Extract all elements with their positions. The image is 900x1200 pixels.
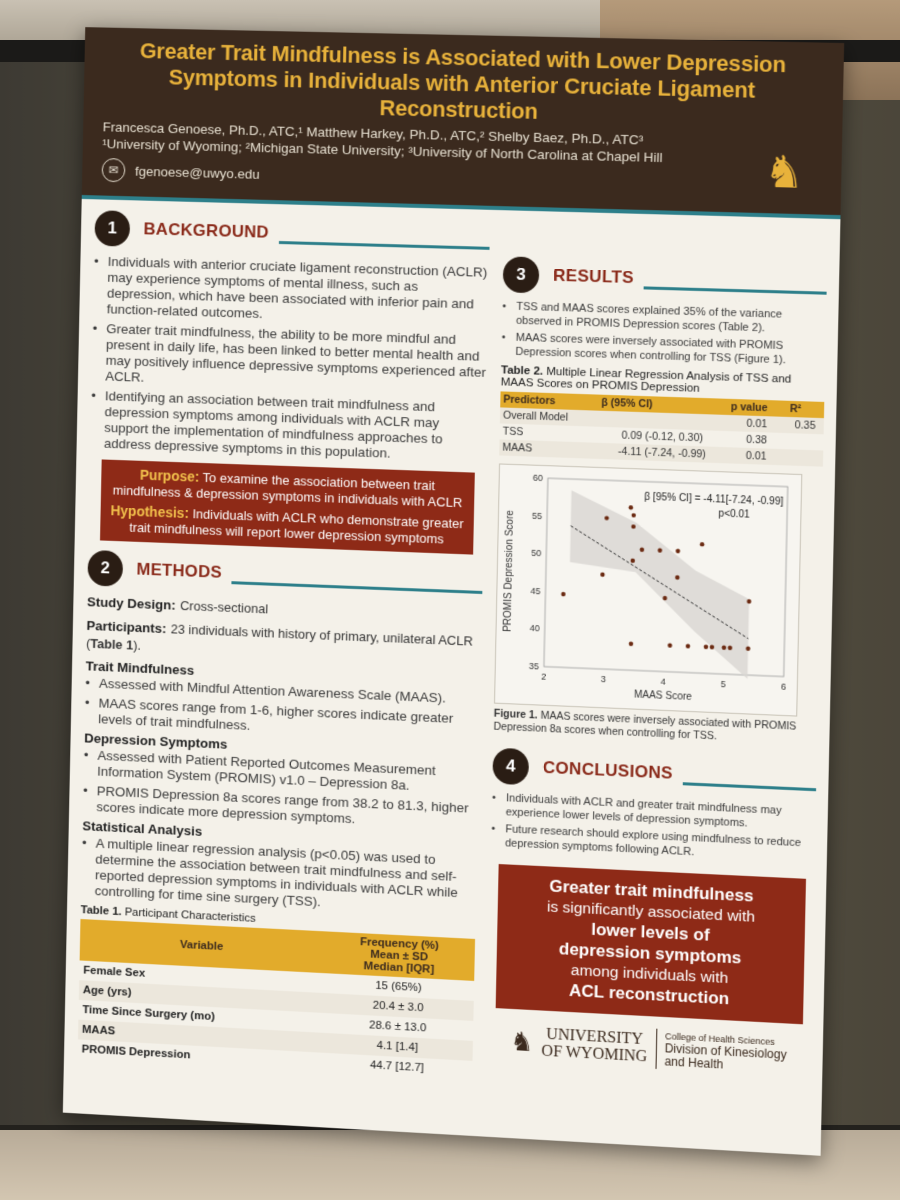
- footer-divider: [655, 1028, 658, 1069]
- background-bullets: Individuals with anterior cruciate ligam…: [90, 254, 489, 465]
- results-bullets: TSS and MAAS scores explained 35% of the…: [501, 300, 826, 368]
- section-number: 3: [502, 256, 540, 294]
- regression-table: Predictors β (95% CI) p value R² Overall…: [499, 391, 825, 467]
- right-column: 3 RESULTS TSS and MAAS scores explained …: [487, 256, 828, 1077]
- conclusion-bullets: Individuals with ACLR and greater trait …: [491, 792, 816, 865]
- x-tick-label: 5: [721, 679, 726, 689]
- section-rule: [231, 580, 483, 594]
- poster-title: Greater Trait Mindfulness is Associated …: [139, 38, 787, 124]
- x-tick-label: 3: [601, 674, 606, 684]
- section-title: CONCLUSIONS: [542, 757, 673, 783]
- y-tick-label: 40: [530, 623, 540, 633]
- section-rule: [643, 285, 827, 295]
- purpose-box: Purpose: To examine the association betw…: [100, 459, 475, 555]
- table-header: p value: [727, 398, 788, 417]
- x-axis-label: MAAS Score: [634, 689, 693, 703]
- section-title: METHODS: [136, 559, 223, 582]
- email-icon: ✉: [101, 157, 126, 183]
- section-title: RESULTS: [552, 265, 635, 288]
- x-tick-label: 2: [541, 671, 546, 681]
- section-number: 4: [492, 747, 530, 786]
- purpose-label: Purpose:: [139, 466, 200, 485]
- conclusions-header: 4 CONCLUSIONS: [492, 747, 817, 799]
- bucking-horse-logo-icon: ♞: [763, 147, 805, 198]
- y-tick-label: 35: [529, 661, 539, 672]
- section-number: 2: [87, 549, 124, 587]
- x-tick-label: 6: [781, 681, 786, 691]
- results-header: 3 RESULTS: [502, 256, 828, 302]
- annotation-p: p<0.01: [718, 508, 750, 520]
- figure-1-box: 2 3 4 5 6 35 40 45 50 55 60 MAAS Score PROMIS Depres…: [494, 463, 803, 717]
- y-axis-label: PROMIS Depression Score: [502, 509, 516, 632]
- background-header: 1 BACKGROUND: [94, 210, 490, 257]
- section-rule: [278, 240, 490, 250]
- list-item: Individuals with anterior cruciate ligam…: [93, 254, 489, 329]
- horse-logo-icon: ♞: [509, 1025, 534, 1057]
- section-rule: [682, 781, 817, 791]
- confidence-band: [567, 490, 752, 679]
- y-tick-label: 50: [531, 548, 541, 558]
- participant-table: Variable Frequency (%) Mean ± SD Median …: [77, 919, 476, 1081]
- left-column: 1 BACKGROUND Individuals with anterior c…: [77, 210, 491, 1081]
- annotation-beta: β [95% CI] = -4.11[-7.24, -0.99]: [644, 492, 783, 508]
- footer-logos: ♞ UNIVERSITY OF WYOMING College of Healt…: [487, 1020, 811, 1078]
- list-item: Greater trait mindfulness, the ability t…: [92, 321, 488, 397]
- y-tick-label: 60: [533, 473, 543, 483]
- data-point: [561, 591, 566, 597]
- list-item: TSS and MAAS scores explained 35% of the…: [502, 300, 826, 337]
- poster-header: Greater Trait Mindfulness is Associated …: [81, 27, 845, 216]
- list-item: Identifying an association between trait…: [90, 388, 486, 465]
- research-poster: Greater Trait Mindfulness is Associated …: [62, 27, 845, 1156]
- methods-header: 2 METHODS: [87, 549, 483, 601]
- college-name: College of Health Sciences Division of K…: [664, 1030, 787, 1072]
- section-title: BACKGROUND: [143, 219, 270, 242]
- poster-email: fgenoese@uwyo.edu: [134, 163, 260, 182]
- hypothesis-label: Hypothesis:: [110, 502, 190, 522]
- list-item: MAAS scores were inversely associated wi…: [501, 331, 825, 368]
- conclusion-box: Greater trait mindfulness is significant…: [495, 864, 807, 1025]
- section-number: 1: [94, 210, 131, 247]
- y-tick-label: 55: [532, 510, 542, 520]
- university-name: UNIVERSITY OF WYOMING: [541, 1025, 648, 1066]
- y-tick-label: 45: [530, 586, 540, 596]
- table-header: R²: [786, 400, 825, 419]
- x-tick-label: 4: [661, 676, 666, 686]
